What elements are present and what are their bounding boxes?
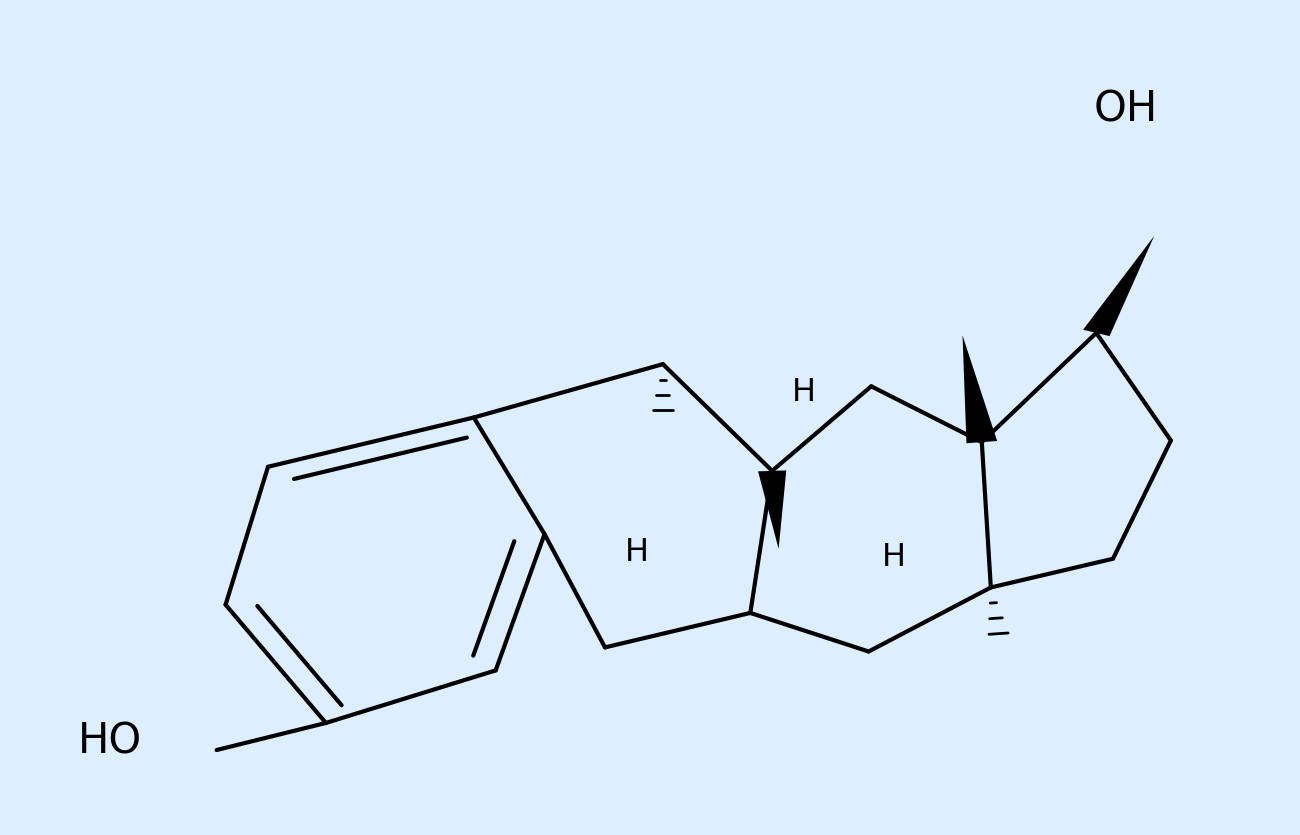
Polygon shape	[758, 470, 786, 549]
Text: HO: HO	[78, 721, 142, 763]
Polygon shape	[962, 336, 997, 443]
Text: H: H	[625, 538, 649, 569]
Polygon shape	[1083, 236, 1154, 337]
Text: H: H	[792, 377, 816, 408]
Text: H: H	[883, 542, 906, 573]
Text: OH: OH	[1093, 89, 1158, 130]
